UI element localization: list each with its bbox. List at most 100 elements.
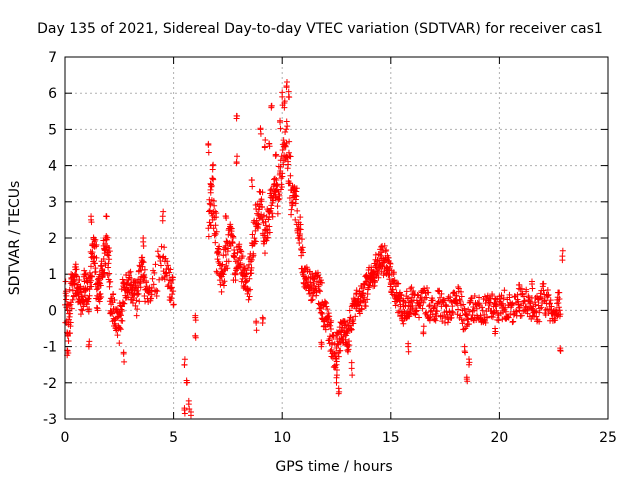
data-point (283, 139, 290, 146)
data-point (88, 277, 95, 284)
data-point (458, 293, 465, 300)
data-point (243, 278, 249, 285)
data-point (364, 296, 371, 303)
data-point (119, 307, 126, 314)
data-point (405, 295, 412, 302)
data-point (286, 138, 293, 145)
data-point (269, 213, 276, 220)
data-point (94, 307, 101, 314)
data-point (104, 271, 111, 278)
data-point (460, 301, 467, 308)
data-point (476, 300, 483, 307)
data-point (224, 265, 231, 272)
data-point (211, 202, 218, 209)
data-point (333, 372, 340, 379)
data-point (505, 314, 512, 321)
data-point (211, 232, 218, 239)
data-point (429, 297, 436, 304)
data-point (533, 313, 540, 320)
data-point (67, 323, 74, 330)
data-point (502, 304, 509, 311)
data-point (78, 306, 85, 313)
data-point (86, 306, 93, 313)
data-point (297, 230, 304, 237)
data-point (489, 314, 496, 321)
data-point (332, 364, 339, 371)
data-point (383, 246, 390, 253)
data-point (536, 305, 543, 312)
data-point (466, 299, 473, 306)
data-point (348, 359, 355, 366)
data-point (73, 273, 80, 280)
data-point (426, 314, 433, 321)
data-point (273, 176, 280, 183)
y-tick-label: 5 (48, 122, 57, 138)
data-point (242, 265, 249, 272)
data-point (68, 305, 75, 312)
data-point (207, 201, 214, 208)
data-point (137, 278, 144, 285)
data-point (313, 278, 320, 285)
data-point (314, 269, 321, 276)
data-point (88, 213, 95, 220)
data-point (236, 241, 243, 248)
data-point (286, 94, 293, 101)
data-point (413, 308, 420, 315)
data-point (136, 298, 143, 305)
y-tick-label: 7 (48, 50, 57, 66)
data-point (97, 282, 104, 289)
data-point (300, 268, 307, 275)
data-point (512, 308, 519, 315)
data-point (274, 182, 281, 189)
data-point (342, 336, 349, 343)
data-point (229, 234, 236, 241)
data-point (234, 249, 241, 256)
data-point (148, 295, 155, 302)
data-point (452, 297, 459, 304)
data-point (461, 305, 468, 312)
data-point (510, 318, 517, 325)
data-point (463, 311, 470, 318)
data-point (181, 361, 188, 368)
data-point (556, 289, 563, 296)
data-point (109, 310, 116, 317)
data-point (219, 261, 226, 268)
data-point (106, 283, 113, 290)
data-point (294, 207, 301, 214)
data-point (131, 287, 138, 294)
data-point (64, 347, 71, 354)
data-point (170, 301, 177, 308)
data-point (93, 254, 100, 261)
data-point (409, 302, 416, 309)
data-point (212, 222, 219, 229)
data-point (106, 256, 113, 263)
data-point (127, 268, 134, 275)
data-point (463, 312, 470, 319)
data-point (266, 214, 273, 221)
data-point (460, 317, 467, 324)
data-point (473, 305, 480, 312)
data-point (141, 266, 148, 273)
data-point (308, 297, 315, 304)
data-point (73, 266, 80, 273)
data-point (85, 295, 92, 302)
data-point (403, 288, 410, 295)
data-point (105, 260, 112, 267)
data-point (76, 277, 83, 284)
data-point (248, 177, 255, 184)
data-point (283, 126, 290, 133)
data-point (227, 224, 234, 231)
data-point (93, 241, 100, 248)
data-point (429, 311, 436, 318)
data-point (79, 293, 86, 300)
data-point (449, 303, 456, 310)
data-point (259, 189, 266, 196)
data-point (258, 203, 265, 210)
data-point (140, 259, 147, 266)
data-point (293, 188, 300, 195)
data-point (408, 284, 415, 291)
data-point (451, 289, 458, 296)
data-point (63, 296, 70, 303)
data-point (213, 214, 220, 221)
